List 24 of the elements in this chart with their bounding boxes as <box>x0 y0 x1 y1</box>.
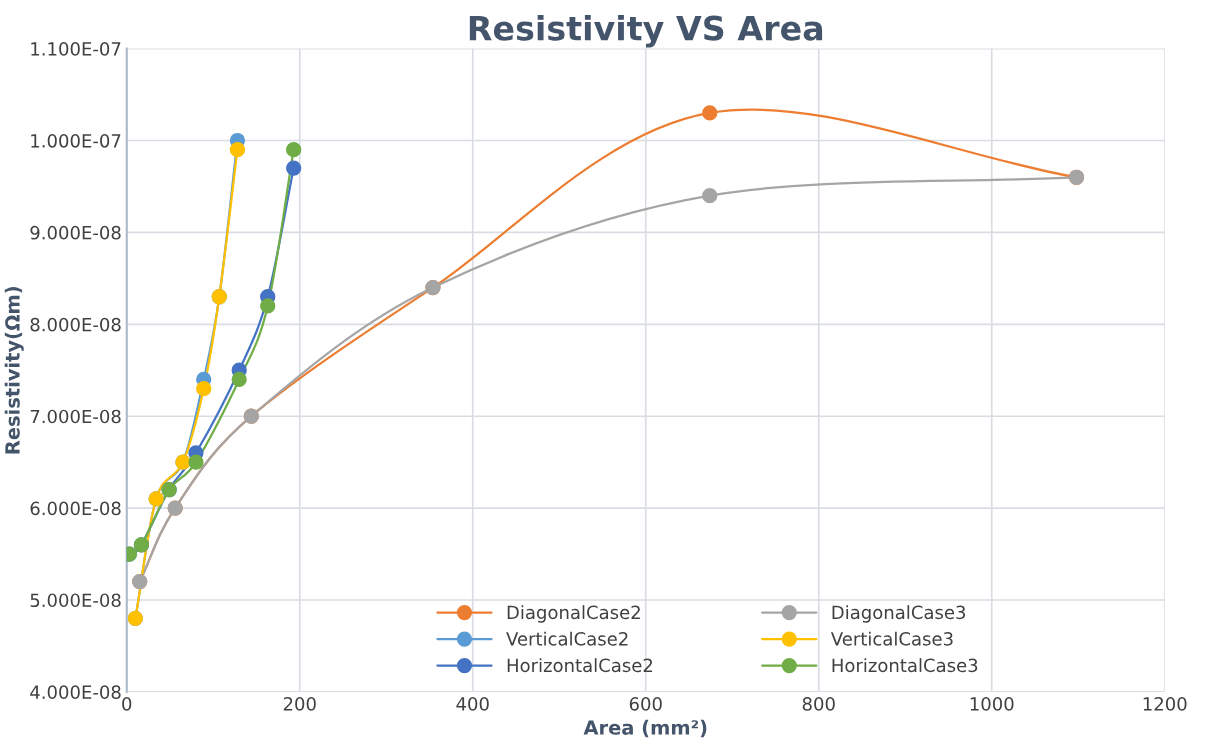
legend-label: HorizontalCase2 <box>507 658 653 673</box>
x-axis-title: Area (mm²) <box>583 719 707 738</box>
legend-label: DiagonalCase2 <box>507 605 640 623</box>
y-tick-label: 4.000E-08 <box>30 685 121 700</box>
legend-label: DiagonalCase3 <box>832 605 966 623</box>
legend-label: HorizontalCase3 <box>832 658 978 673</box>
x-tick-label: 800 <box>802 697 835 711</box>
x-tick-label: 600 <box>629 697 662 711</box>
x-tick-label: 0 <box>122 697 132 711</box>
chart-title: Resistivity VS Area <box>469 14 823 48</box>
x-tick-label: 1000 <box>970 697 1014 711</box>
legend-label: VerticalCase2 <box>506 631 628 646</box>
legend-label: VerticalCase3 <box>830 631 953 646</box>
x-tick-label: 200 <box>283 697 316 711</box>
x-tick-label: 400 <box>456 697 489 711</box>
y-tick-label: 6.000E-08 <box>30 501 121 516</box>
y-tick-label: 5.000E-08 <box>30 593 121 608</box>
y-axis-title: Resistivity(Ωm) <box>4 287 24 454</box>
y-tick-label: 8.000E-08 <box>30 317 121 332</box>
y-tick-label: 1.000E-07 <box>31 133 121 148</box>
x-tick-label: 1200 <box>1143 697 1187 711</box>
y-tick-label: 7.000E-08 <box>30 409 121 424</box>
y-tick-label: 9.000E-08 <box>30 225 121 240</box>
y-tick-label: 1.100E-07 <box>31 42 121 56</box>
